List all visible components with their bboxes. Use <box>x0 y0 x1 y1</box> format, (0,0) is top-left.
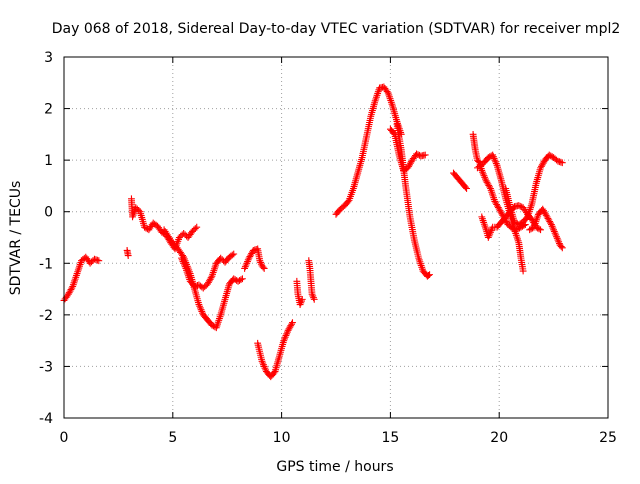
y-axis-label: SDTVAR / TECUs <box>8 181 24 296</box>
data-point <box>298 295 306 303</box>
x-tick-label: 5 <box>168 430 177 446</box>
y-tick-label: 0 <box>44 205 53 221</box>
axes: 0 5 10 15 20 25 -4 -3 -2 -1 0 1 2 3 <box>39 50 617 446</box>
data-point <box>515 202 523 209</box>
data-point <box>547 219 554 227</box>
data-point <box>270 369 278 377</box>
y-tick-label: -1 <box>39 256 53 272</box>
data-point <box>260 265 268 272</box>
data-point <box>516 202 524 210</box>
data-point <box>310 295 318 303</box>
data-point <box>421 151 429 159</box>
data-point <box>239 275 246 283</box>
y-tick-label: -4 <box>39 411 53 427</box>
grid-lines <box>64 57 608 418</box>
data-point <box>95 257 103 265</box>
data-point <box>207 274 215 282</box>
y-tick-label: 2 <box>44 102 53 118</box>
y-tick-label: 3 <box>44 50 53 66</box>
y-tick-label: -2 <box>39 308 53 324</box>
plot-frame <box>63 56 609 419</box>
data-point <box>557 243 565 250</box>
x-tick-label: 25 <box>599 430 617 446</box>
data-point <box>486 183 494 191</box>
data-point <box>124 252 132 259</box>
data-point <box>462 183 469 191</box>
data-point <box>230 250 238 258</box>
data-point <box>537 226 544 234</box>
x-axis-label: GPS time / hours <box>276 459 393 475</box>
x-tick-label: 10 <box>273 430 291 446</box>
y-tick-label: -3 <box>39 359 53 375</box>
data-point <box>193 223 201 231</box>
data-point <box>535 225 543 233</box>
data-point <box>425 272 432 279</box>
data-point <box>289 319 296 326</box>
data-point <box>68 284 76 292</box>
data-point <box>383 88 391 95</box>
x-tick-label: 0 <box>60 430 69 446</box>
data-point <box>237 276 245 284</box>
chart-title: Day 068 of 2018, Sidereal Day-to-day VTE… <box>52 21 621 37</box>
data-point <box>228 251 236 259</box>
data-point <box>288 320 296 328</box>
data-point <box>414 151 422 159</box>
y-tick-label: 1 <box>44 153 53 169</box>
data-point <box>426 271 433 279</box>
data-point <box>191 225 199 232</box>
x-tick-label: 20 <box>490 430 508 446</box>
x-tick-label: 15 <box>381 430 399 446</box>
data-point <box>519 267 527 275</box>
data-point <box>463 185 470 192</box>
data-point <box>310 294 317 302</box>
data-point <box>558 244 566 252</box>
data-point <box>309 292 317 300</box>
data-point <box>259 263 267 271</box>
data-point <box>523 214 530 222</box>
data-points <box>60 83 566 381</box>
data-point <box>413 150 420 158</box>
data-point <box>558 159 566 167</box>
